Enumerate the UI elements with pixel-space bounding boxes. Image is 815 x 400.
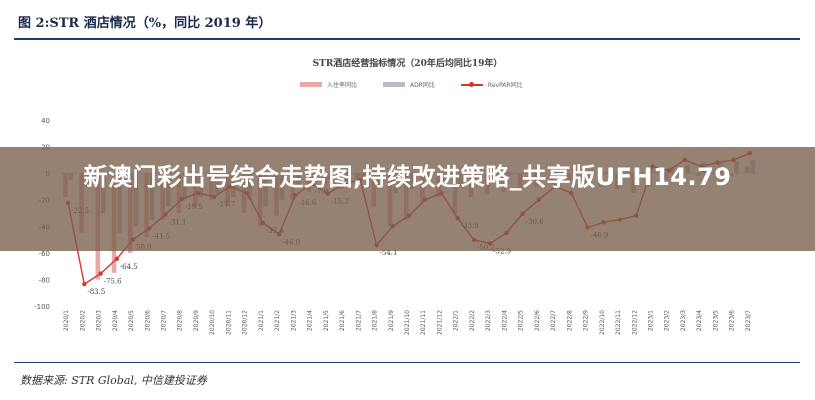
- data-label-revpar: -83.5: [87, 288, 105, 296]
- x-tick-label: 2020/4: [112, 310, 119, 331]
- legend-swatch-occupancy: [300, 82, 322, 87]
- overlay-banner: [0, 147, 815, 251]
- x-tick-label: 2022/3: [485, 310, 492, 331]
- x-tick-label: 2021/3: [290, 310, 297, 331]
- x-tick-label: 2023/5: [712, 310, 719, 331]
- y-tick-label: -100: [34, 303, 50, 311]
- x-tick-label: 2021/5: [323, 310, 330, 331]
- x-tick-label: 2023/4: [696, 310, 703, 331]
- data-label-revpar: -64.5: [120, 263, 138, 271]
- x-tick-label: 2022/1: [453, 310, 460, 331]
- x-tick-label: 2020/11: [225, 310, 232, 335]
- point-revpar: [114, 256, 120, 262]
- x-tick-label: 2020/3: [96, 310, 103, 331]
- x-tick-label: 2022/10: [599, 310, 606, 335]
- x-tick-label: 2021/1: [258, 310, 265, 331]
- legend-item-occupancy: 入住率同比: [300, 80, 357, 89]
- footer-rule: [14, 362, 800, 363]
- y-tick-label: -60: [39, 250, 50, 258]
- chart-legend: 入住率同比 ADR同比 RevPAR同比: [300, 80, 523, 89]
- chart-title: STR酒店经营指标情况（20年后均同比19年）: [312, 59, 503, 69]
- header-rule: [14, 38, 800, 40]
- point-revpar: [82, 281, 87, 287]
- data-label-revpar: -54.1: [380, 249, 398, 257]
- overlay-title: 新澳门彩出号综合走势图,持续改进策略_共享版UFH14.79: [83, 163, 732, 191]
- x-tick-label: 2021/7: [355, 310, 362, 331]
- x-tick-label: 2020/2: [79, 310, 86, 331]
- x-tick-label: 2022/8: [566, 310, 573, 331]
- x-tick-label: 2022/7: [550, 310, 557, 331]
- x-tick-label: 2021/6: [339, 310, 346, 331]
- x-tick-label: 2022/11: [615, 310, 622, 335]
- x-tick-label: 2020/9: [193, 310, 200, 331]
- source-note: 数据来源: STR Global, 中信建投证券: [20, 374, 207, 387]
- x-tick-label: 2020/12: [242, 310, 249, 335]
- figure-header: 图 2:STR 酒店情况（%，同比 2019 年）: [18, 16, 272, 31]
- x-tick-label: 2020/7: [161, 310, 168, 331]
- x-tick-label: 2022/5: [518, 310, 525, 331]
- legend-label-occupancy: 入住率同比: [327, 82, 358, 89]
- x-tick-label: 2021/4: [307, 310, 314, 331]
- x-tick-label: 2022/12: [631, 310, 638, 335]
- x-tick-label: 2021/11: [420, 310, 427, 335]
- x-tick-label: 2023/3: [680, 310, 687, 331]
- x-tick-label: 2020/5: [128, 310, 135, 331]
- legend-label-revpar: RevPAR同比: [487, 82, 523, 89]
- legend-label-adr: ADR同比: [410, 82, 435, 89]
- x-tick-label: 2020/8: [177, 310, 184, 331]
- x-tick-label: 2021/8: [372, 310, 379, 331]
- x-tick-label: 2023/2: [664, 310, 671, 331]
- x-tick-label: 2020/1: [63, 310, 70, 331]
- x-tick-label: 2021/9: [388, 310, 395, 331]
- x-tick-label: 2023/1: [647, 310, 654, 331]
- x-tick-label: 2021/12: [436, 310, 443, 335]
- x-tick-label: 2022/4: [501, 310, 508, 331]
- x-tick-label: 2020/6: [144, 310, 151, 331]
- data-label-revpar: -75.6: [104, 278, 122, 286]
- legend-swatch-adr: [383, 82, 406, 87]
- x-tick-label: 2023/6: [729, 310, 736, 331]
- legend-swatch-revpar: [460, 81, 483, 87]
- y-tick-label: 40: [41, 117, 50, 125]
- x-tick-label: 2021/2: [274, 310, 281, 331]
- x-tick-label: 2023/7: [745, 310, 752, 331]
- x-tick-label: 2022/6: [534, 310, 541, 331]
- legend-item-revpar: RevPAR同比: [460, 80, 523, 89]
- data-label-revpar: -52.9: [493, 247, 511, 255]
- legend-item-adr: ADR同比: [383, 80, 435, 89]
- point-revpar: [98, 271, 103, 276]
- x-tick-label: 2021/10: [404, 310, 411, 335]
- x-tick-label: 2022/2: [469, 310, 476, 331]
- x-tick-label: 2022/9: [583, 310, 590, 331]
- y-tick-label: -80: [39, 276, 50, 284]
- x-tick-label: 2020/10: [209, 310, 216, 335]
